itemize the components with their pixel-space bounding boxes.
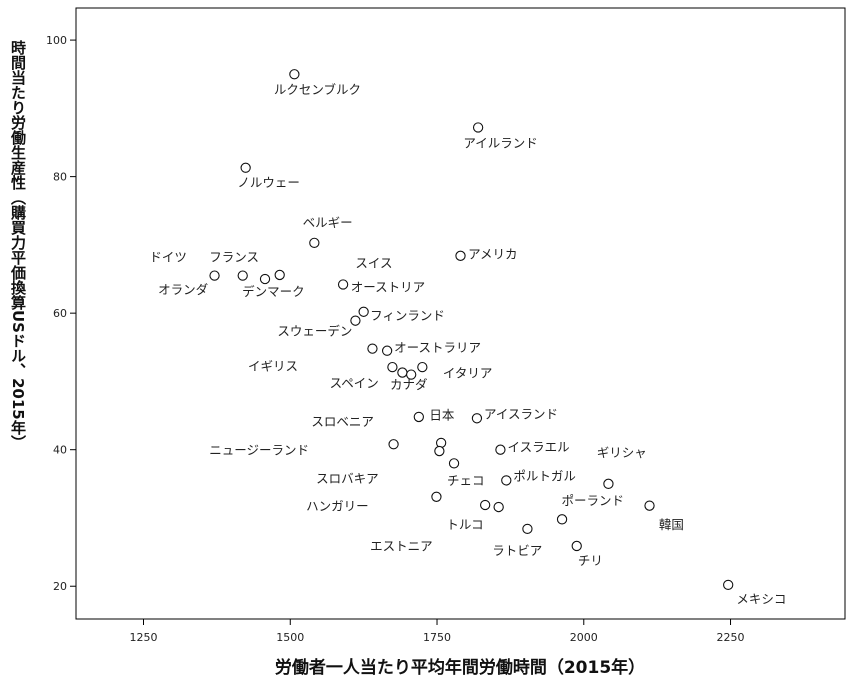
point-label: スウェーデン	[277, 324, 352, 339]
data-point	[435, 437, 447, 449]
data-point	[493, 501, 504, 513]
data-point	[209, 270, 220, 281]
data-point	[471, 413, 483, 424]
data-point	[448, 458, 460, 469]
point-label: エストニア	[370, 539, 433, 554]
data-point	[397, 367, 408, 378]
data-point	[387, 361, 398, 373]
data-point	[367, 343, 378, 354]
data-point	[309, 237, 320, 248]
x-tick-label: 2250	[717, 631, 745, 644]
data-point	[413, 411, 424, 423]
data-point	[431, 491, 442, 502]
data-point	[381, 345, 393, 356]
x-tick-label: 1750	[423, 631, 451, 644]
point-label: ニュージーランド	[209, 442, 309, 457]
point-label: アイスランド	[484, 406, 558, 421]
y-tick-label: 60	[53, 307, 67, 320]
point-label: スペイン	[330, 376, 379, 391]
data-point	[337, 279, 349, 290]
data-point	[259, 273, 271, 285]
point-label: チリ	[578, 553, 603, 568]
y-tick-label: 20	[53, 580, 67, 593]
x-tick-label: 1500	[276, 631, 304, 644]
y-tick-label: 80	[53, 171, 67, 184]
data-point	[556, 514, 568, 525]
point-label: ハンガリー	[306, 498, 369, 513]
point-label: トルコ	[446, 517, 483, 532]
point-label: カナダ	[390, 377, 428, 392]
point-label: イタリア	[443, 365, 493, 380]
point-label: オーストリア	[351, 279, 425, 294]
data-point	[571, 540, 582, 552]
data-point	[495, 444, 506, 455]
point-label: ポルトガル	[513, 468, 576, 483]
point-label: ノルウェー	[237, 175, 300, 190]
data-point	[723, 579, 734, 591]
data-point	[522, 523, 533, 535]
data-point	[603, 478, 614, 489]
point-label: スロバキア	[316, 471, 379, 486]
data-point	[358, 306, 369, 317]
x-tick-label: 2000	[570, 631, 598, 644]
data-points	[209, 69, 734, 591]
data-point	[406, 369, 417, 380]
point-label: フィンランド	[370, 308, 445, 323]
data-point	[455, 250, 466, 261]
data-point	[388, 439, 399, 450]
point-label: メキシコ	[736, 591, 786, 606]
point-label: ルクセンブルク	[274, 82, 361, 97]
y-axis-title: 時間当たり労働生産性（購買力平価換算USドル、2015年）	[9, 39, 27, 450]
point-label: ギリシャ	[597, 445, 647, 460]
point-label: ポーランド	[561, 493, 624, 508]
x-axis-title: 労働者一人当たり平均年間労働時間（2015年）	[275, 657, 645, 678]
y-tick-label: 100	[46, 34, 67, 47]
point-label: イギリス	[248, 359, 298, 374]
point-label: スイス	[355, 255, 392, 270]
point-label: アイルランド	[463, 135, 537, 150]
point-label: ラトビア	[492, 543, 542, 558]
data-point	[501, 475, 512, 486]
data-point	[240, 162, 251, 173]
point-label: フランス	[209, 249, 259, 264]
y-axis: 20 40 60 80 100	[46, 34, 76, 593]
data-point	[350, 315, 361, 326]
point-label: 韓国	[659, 517, 684, 532]
data-point	[472, 122, 484, 133]
data-point	[434, 445, 445, 457]
point-label: オーストラリア	[394, 340, 481, 355]
point-label: デンマーク	[242, 284, 305, 299]
data-point	[274, 269, 285, 281]
data-point	[289, 69, 300, 80]
data-point	[237, 270, 248, 281]
point-label: スロベニア	[311, 414, 374, 429]
point-label: ドイツ	[149, 249, 187, 264]
point-label: ベルギー	[303, 215, 353, 230]
x-axis: 1250 1500 1750 2000 2250	[130, 619, 745, 644]
y-tick-label: 40	[53, 444, 67, 457]
point-label: イスラエル	[507, 440, 569, 455]
point-label: 日本	[429, 408, 455, 423]
data-point	[480, 499, 491, 511]
x-tick-label: 1250	[130, 631, 158, 644]
data-point	[644, 500, 655, 511]
data-point	[417, 361, 428, 373]
point-label: オランダ	[158, 282, 208, 297]
point-label: アメリカ	[468, 247, 517, 262]
point-label: チェコ	[447, 473, 485, 488]
